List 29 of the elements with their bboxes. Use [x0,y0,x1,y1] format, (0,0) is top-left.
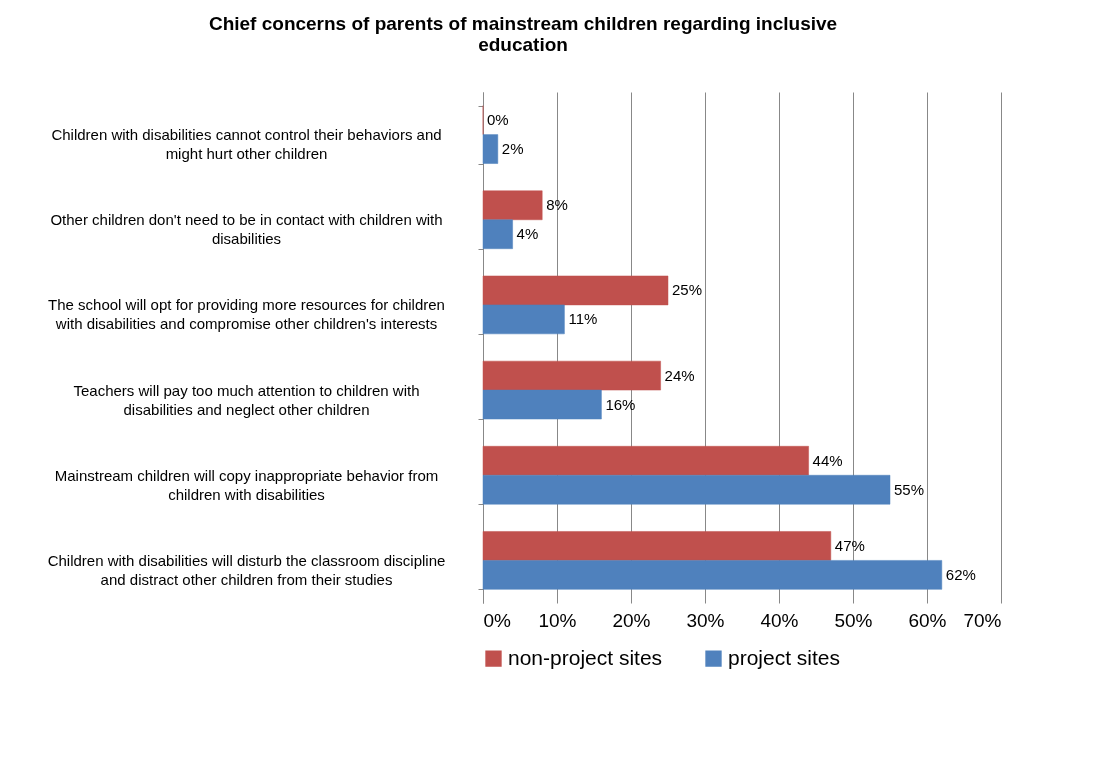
data-label: 44% [812,451,843,469]
x-tick-label: 30% [686,609,725,631]
y-tick-label: Teachers will pay too much attention to children with disabilities and neglect other children [73,381,420,418]
y-tick-label: Children with disabilities will disturb the classroom discipline and distract other children from their studies [47,551,446,588]
data-label: 0% [487,111,509,129]
chart-title: Chief concerns of parents of mainstream children regarding inclusive education [208,13,838,55]
legend-label: project sites [728,645,841,669]
y-tick-label: The school will opt for providing more resources for children with disabilities and compromise other children's interests [48,296,445,333]
x-tick-label: 70% [963,609,1002,631]
data-label: 16% [605,395,636,413]
data-label: 62% [945,565,976,583]
data-label: 4% [516,225,539,243]
data-label: 8% [546,196,568,214]
data-label: 55% [894,480,925,498]
legend-label: non-project sites [508,645,663,669]
data-label: 24% [664,366,695,384]
x-tick-label: 10% [538,609,577,631]
x-tick-label: 0% [483,609,512,631]
x-tick-label: 20% [612,609,651,631]
y-tick-label: Other children don't need to be in contact with children with disabilities [50,211,443,248]
x-tick-label: 50% [834,609,873,631]
x-tick-label: 60% [908,609,947,631]
y-tick-label: Children with disabilities cannot control their behaviors and might hurt other children [51,126,442,163]
data-label: 2% [501,140,524,158]
data-label: 25% [672,281,703,299]
data-label: 47% [834,536,865,554]
x-tick-label: 40% [760,609,799,631]
data-label: 11% [568,310,598,328]
y-tick-label: Mainstream children will copy inappropriate behavior from children with disabilities [54,466,439,503]
